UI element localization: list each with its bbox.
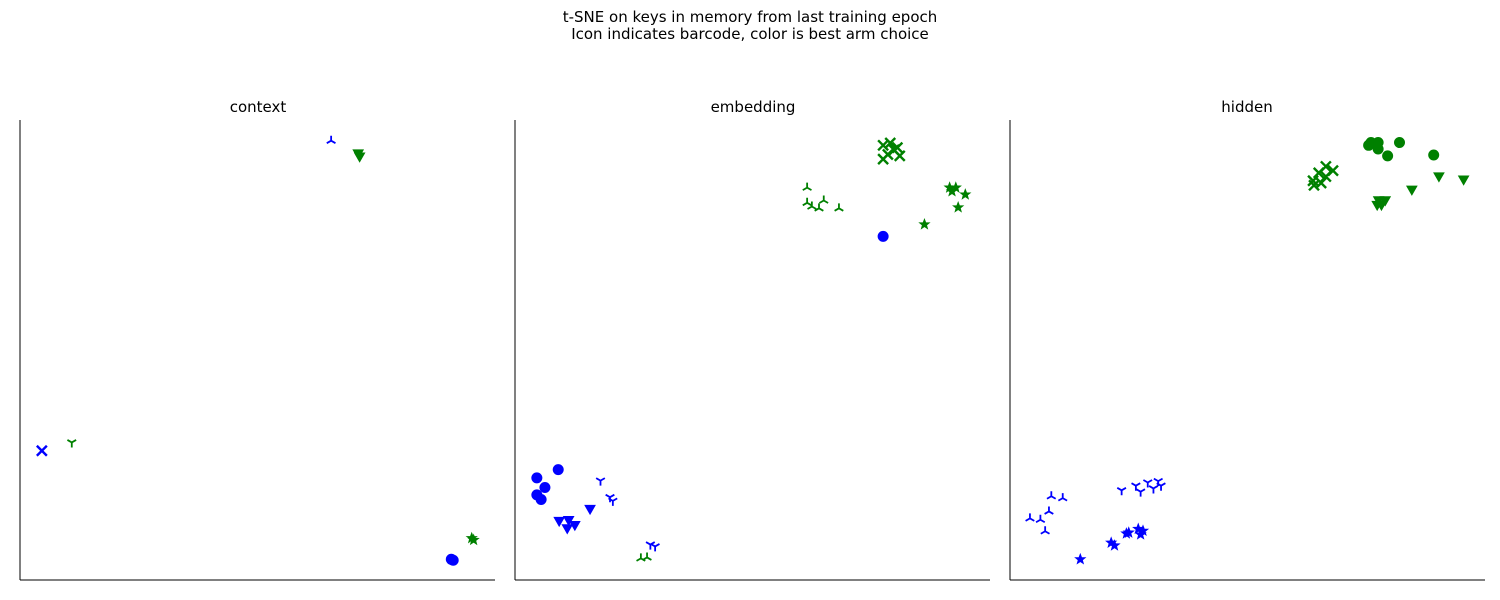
point-embedding-1-x (884, 137, 897, 149)
point-embedding-11-star (952, 200, 965, 213)
point-embedding-30-triangle-down (561, 524, 574, 535)
panel-title-context: context (230, 98, 287, 116)
point-hidden-34-star (1132, 522, 1145, 535)
panel-title-embedding: embedding (711, 98, 796, 116)
point-hidden-24-tri-up (1025, 513, 1035, 522)
point-embedding-18-tri-up (834, 203, 844, 212)
figure-title-line-1: t-SNE on keys in memory from last traini… (562, 8, 938, 26)
point-hidden-37-star (1120, 527, 1133, 539)
point-embedding-31-triangle-down (568, 521, 581, 532)
point-embedding-27-tri-down (608, 497, 618, 506)
point-embedding-22-circle (539, 482, 551, 494)
point-embedding-32-triangle-down (584, 504, 596, 516)
point-hidden-31-tri-down (1148, 485, 1159, 494)
point-embedding-12-star (918, 217, 931, 230)
point-embedding-9-star (945, 184, 959, 197)
point-hidden-23-tri-up (1044, 506, 1054, 515)
point-embedding-0-x (877, 139, 889, 152)
point-hidden-30-tri-down (1142, 479, 1153, 488)
panel-context: context (19, 98, 495, 581)
point-embedding-34-tri-down (650, 543, 660, 552)
point-embedding-5-x (877, 153, 889, 165)
point-embedding-16-tri-up (814, 203, 824, 212)
point-embedding-10-star (959, 188, 972, 200)
point-embedding-36-tri-up (642, 552, 652, 561)
point-hidden-13-x (1308, 179, 1320, 192)
point-hidden-14-triangle-down (1433, 172, 1445, 183)
panel-embedding-points (531, 137, 972, 562)
panel-context-points (36, 135, 480, 566)
point-embedding-28-triangle-down (553, 516, 566, 528)
panel-embedding: embedding (514, 98, 990, 581)
point-hidden-21-tri-up (1046, 491, 1057, 500)
point-context-6-star (467, 533, 480, 546)
point-context-0-tri-up (326, 135, 336, 144)
point-embedding-20-circle (552, 464, 564, 476)
point-embedding-6-x (888, 144, 900, 156)
point-hidden-3-circle (1363, 139, 1375, 151)
point-hidden-27-tri-down (1116, 487, 1127, 496)
point-embedding-21-circle (531, 472, 543, 484)
point-embedding-24-circle (535, 494, 547, 505)
panel-hidden-points (1025, 137, 1470, 565)
point-hidden-38-star (1134, 528, 1147, 540)
point-hidden-5-circle (1382, 150, 1394, 162)
point-hidden-25-tri-up (1035, 514, 1046, 524)
point-context-8-circle (447, 554, 459, 566)
point-embedding-14-tri-up (802, 197, 812, 207)
panel-hidden: hidden (1009, 98, 1485, 581)
point-context-4-tri-down (66, 439, 77, 448)
point-hidden-6-circle (1428, 149, 1440, 161)
point-hidden-15-triangle-down (1457, 175, 1470, 186)
point-context-3-x (36, 444, 48, 457)
point-embedding-29-triangle-down (562, 515, 575, 527)
point-hidden-4-circle (1372, 143, 1384, 155)
point-hidden-16-triangle-down (1405, 185, 1418, 196)
point-hidden-26-tri-up (1040, 526, 1050, 535)
point-hidden-28-tri-down (1131, 482, 1141, 491)
panel-title-hidden: hidden (1221, 98, 1272, 116)
figure-title: t-SNE on keys in memory from last traini… (0, 9, 1500, 43)
figure-title-line-2: Icon indicates barcode, color is best ar… (571, 25, 929, 43)
point-hidden-9-x (1312, 167, 1325, 179)
point-embedding-19-circle (877, 230, 889, 242)
point-embedding-13-tri-up (802, 182, 812, 191)
point-hidden-12-x (1315, 177, 1327, 189)
point-hidden-29-tri-down (1135, 488, 1146, 497)
point-hidden-2-circle (1394, 137, 1405, 149)
point-hidden-22-tri-up (1057, 493, 1068, 502)
point-context-2-triangle-down (353, 152, 366, 163)
point-hidden-41-star (1074, 552, 1087, 565)
point-embedding-17-tri-up (818, 195, 829, 204)
point-embedding-25-tri-down (595, 477, 606, 486)
point-embedding-15-tri-up (807, 201, 817, 210)
point-hidden-33-tri-down (1156, 482, 1166, 491)
point-hidden-40-star (1108, 539, 1121, 551)
point-hidden-20-triangle-down (1371, 200, 1384, 212)
